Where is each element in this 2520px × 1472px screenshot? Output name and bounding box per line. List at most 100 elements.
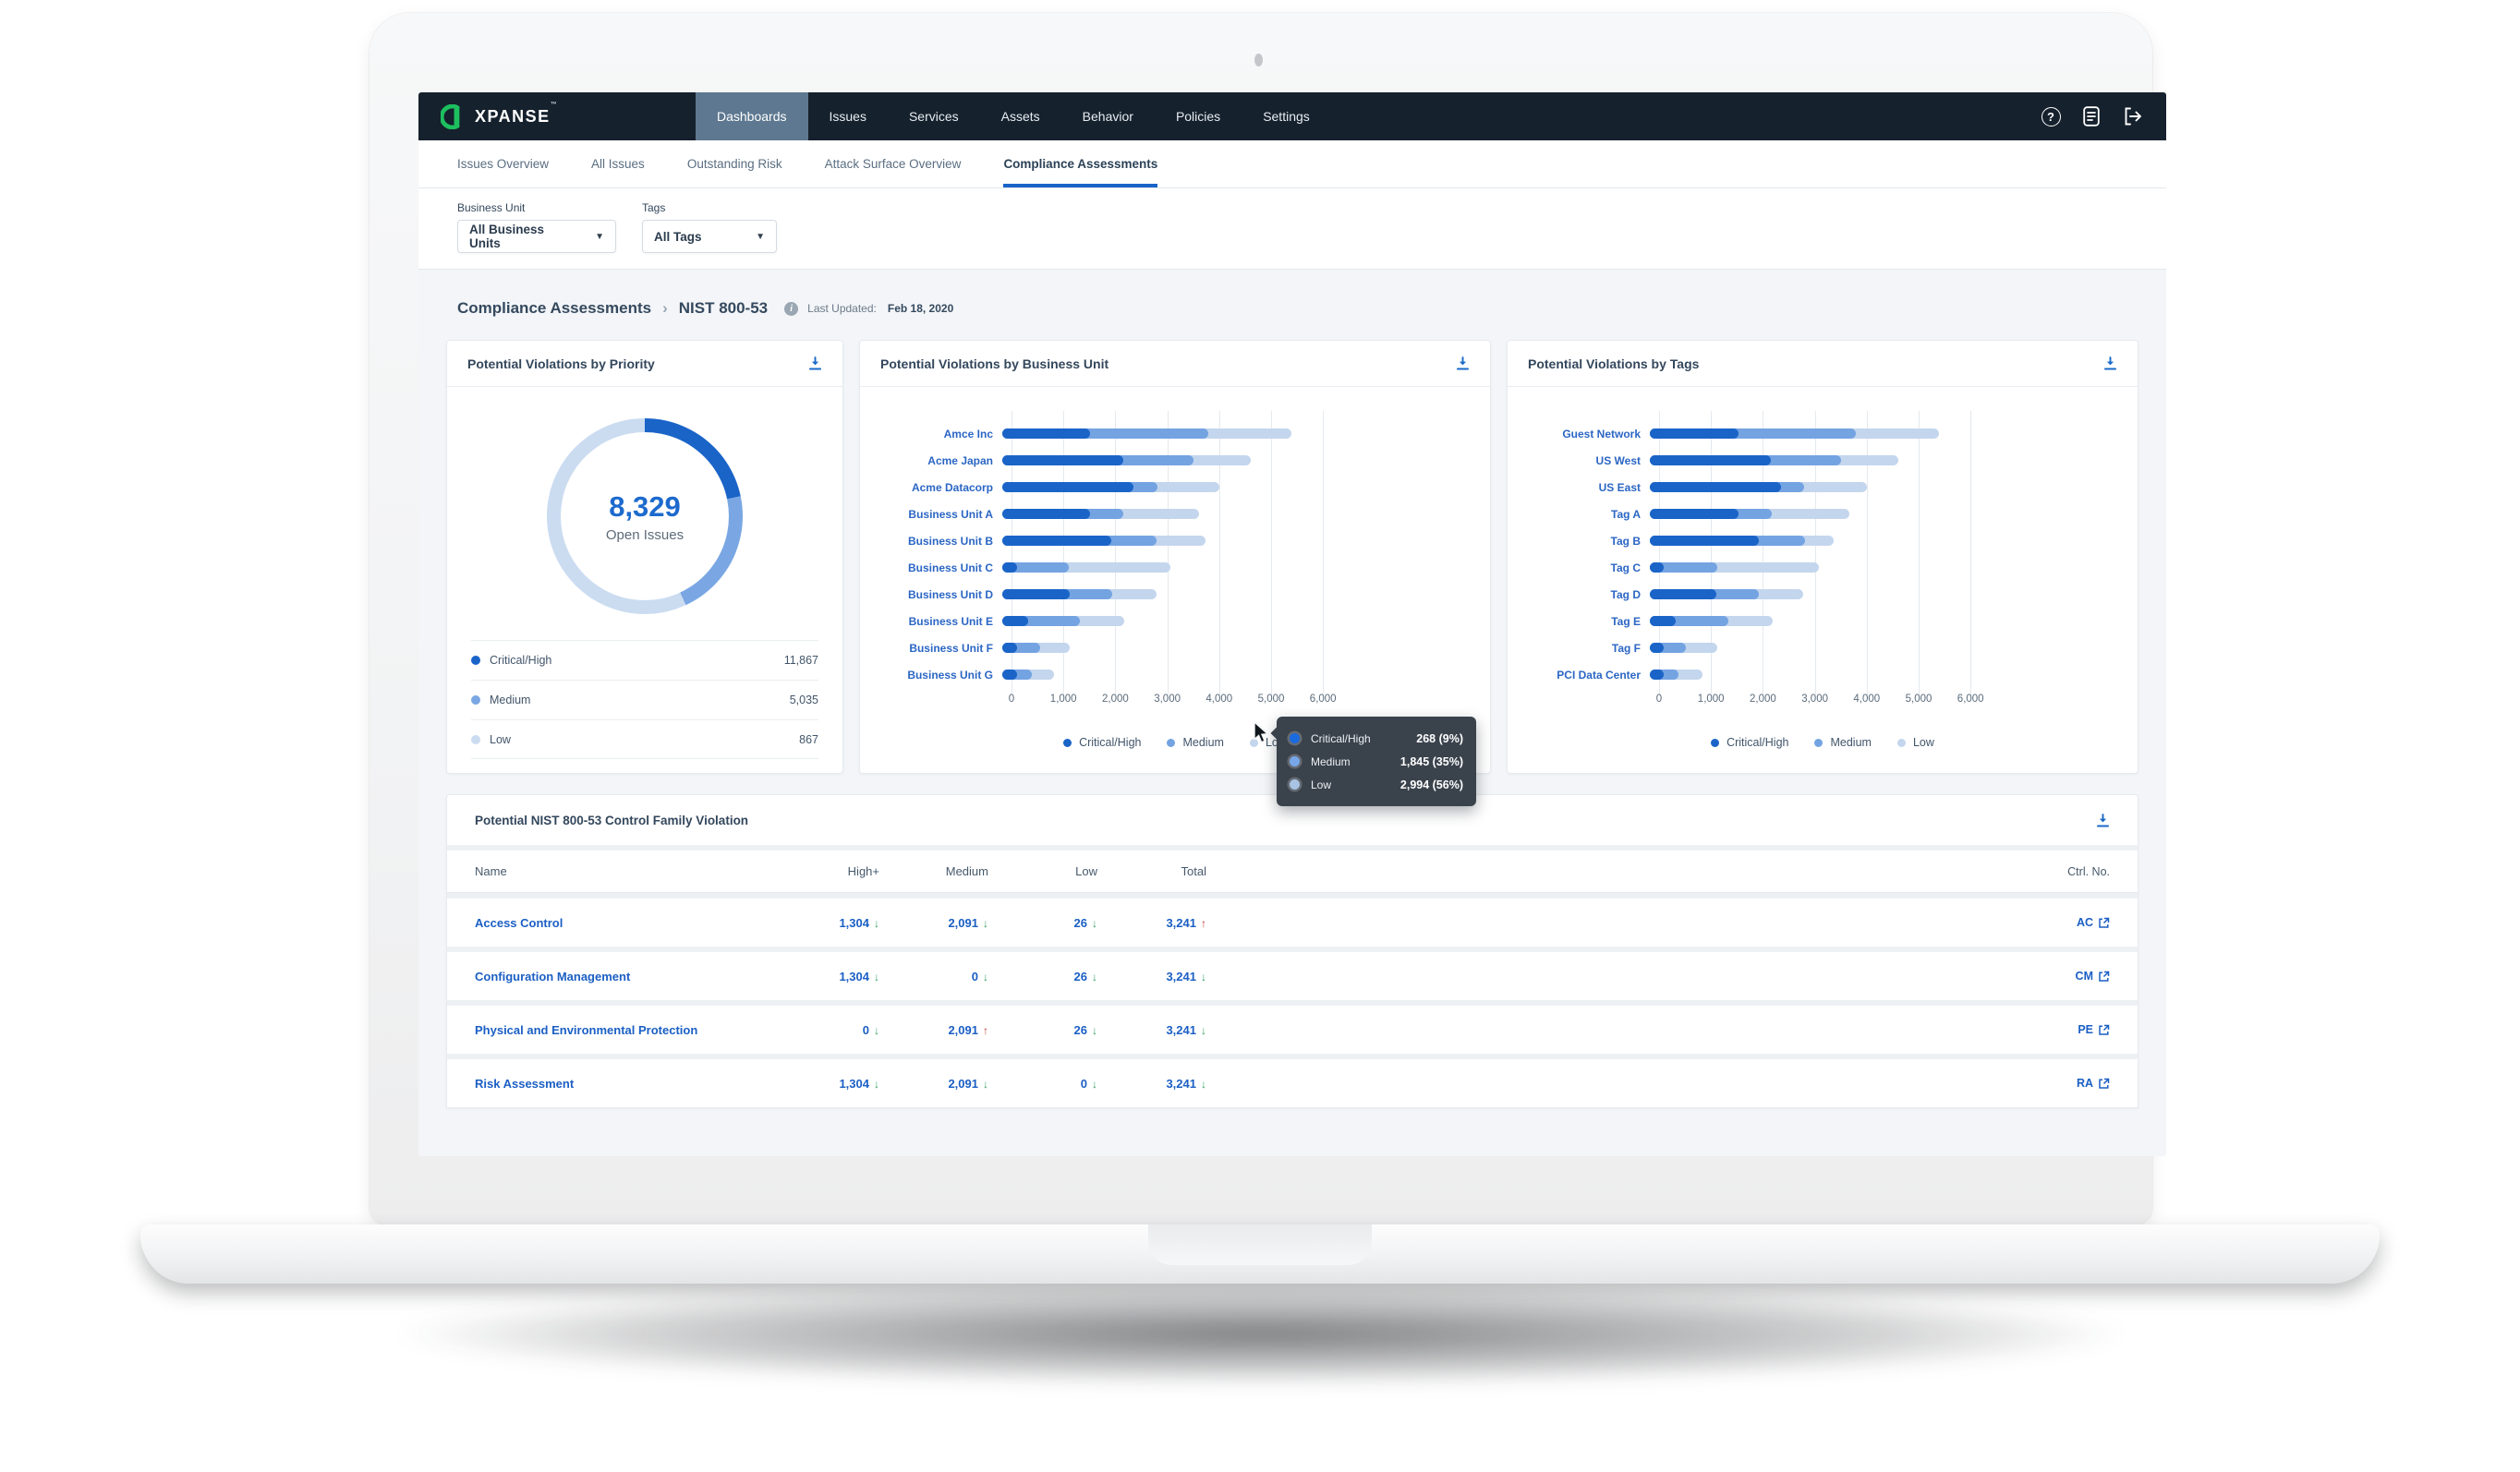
bar-category-label[interactable]: Business Unit E <box>908 614 993 628</box>
bar-row-tag-b: Tag B <box>1530 527 2115 554</box>
bar-category-label[interactable]: Tag F <box>1611 641 1641 655</box>
bar-track[interactable] <box>1002 589 1315 599</box>
bar-track[interactable] <box>1650 428 1962 439</box>
nav-item-behavior[interactable]: Behavior <box>1082 109 1133 124</box>
bar-category-label[interactable]: Tag A <box>1611 507 1641 521</box>
bar-category-label[interactable]: PCI Data Center <box>1557 668 1641 682</box>
nav-item-services[interactable]: Services <box>908 109 959 124</box>
bar-track[interactable] <box>1650 562 1962 573</box>
nav-item-issues[interactable]: Issues <box>829 109 866 124</box>
legend-item-medium: Medium <box>1814 736 1872 749</box>
bar-category-label[interactable]: Acme Datacorp <box>911 480 993 494</box>
bar-track[interactable] <box>1650 643 1962 653</box>
subnav-item-outstanding-risk[interactable]: Outstanding Risk <box>686 157 782 171</box>
top-nav: XPANSE™ Dashboards Issues Services Assets Be… <box>418 92 2166 140</box>
x-axis-tick: 2,000 <box>1750 694 1776 705</box>
bar-segment-critical <box>1650 670 1665 680</box>
nav-item-dashboards[interactable]: Dashboards <box>696 92 808 140</box>
bar-track[interactable] <box>1002 482 1315 492</box>
trend-down-icon: ↓ <box>983 916 988 930</box>
bar-track[interactable] <box>1650 482 1962 492</box>
chart-legend: Critical/High Medium Low <box>1530 736 2115 749</box>
bar-category-label[interactable]: Amce Inc <box>943 427 993 440</box>
cell-high: 1,304 ↓ <box>839 915 879 930</box>
bar-row-business-unit-e: Business Unit E <box>882 608 1468 634</box>
trend-down-icon: ↓ <box>1201 1023 1206 1037</box>
bar-category-label[interactable]: Business Unit D <box>907 587 993 601</box>
bar-segment-medium <box>1002 670 1032 680</box>
trend-down-icon: ↓ <box>1092 970 1097 983</box>
bar-track[interactable] <box>1002 643 1315 653</box>
bar-category-label[interactable]: Business Unit C <box>907 561 993 574</box>
nav-item-policies[interactable]: Policies <box>1175 109 1221 124</box>
bar-category-label[interactable]: US West <box>1595 453 1641 467</box>
bar-category-label[interactable]: US East <box>1598 480 1641 494</box>
bar-track[interactable] <box>1002 562 1315 573</box>
bar-row-tag-c: Tag C <box>1530 554 2115 581</box>
nav-item-assets[interactable]: Assets <box>1000 109 1040 124</box>
bar-category-label[interactable]: Tag E <box>1611 614 1641 628</box>
bar-track[interactable] <box>1650 589 1962 599</box>
bar-segment-medium <box>1650 562 1717 573</box>
col-ctrl-no: Ctrl. No. <box>2067 864 2110 878</box>
download-icon[interactable] <box>808 356 822 370</box>
subnav-item-compliance-assessments[interactable]: Compliance Assessments <box>1003 140 1158 187</box>
bar-category-label[interactable]: Business Unit F <box>909 641 993 655</box>
subnav-item-issues-overview[interactable]: Issues Overview <box>457 157 550 171</box>
bar-track[interactable] <box>1002 455 1315 465</box>
tooltip-label: Critical/High <box>1311 731 1371 745</box>
bar-track[interactable] <box>1650 616 1962 626</box>
cell-low: 26 ↓ <box>1073 1022 1097 1037</box>
bar-track[interactable] <box>1650 670 1962 680</box>
subnav-item-all-issues[interactable]: All Issues <box>591 157 645 171</box>
control-family-link[interactable]: Risk Assessment <box>475 1076 575 1091</box>
bar-category-label[interactable]: Business Unit A <box>908 507 993 521</box>
bar-category-label[interactable]: Guest Network <box>1562 427 1641 440</box>
tooltip-dot <box>1290 779 1300 790</box>
gridline <box>1063 411 1065 695</box>
brand-name: XPANSE™ <box>475 101 559 126</box>
control-family-link[interactable]: Physical and Environmental Protection <box>475 1022 698 1037</box>
control-family-link[interactable]: Access Control <box>475 915 563 930</box>
bar-track[interactable] <box>1002 670 1315 680</box>
download-icon[interactable] <box>1456 356 1470 370</box>
bar-track[interactable] <box>1650 455 1962 465</box>
main-menu: Dashboards Issues Services Assets Behavior Po… <box>696 92 1331 140</box>
cell-high: 0 ↓ <box>862 1022 879 1037</box>
ctrl-no-link[interactable]: AC <box>2027 916 2110 929</box>
business-unit-select[interactable]: All Business Units ▼ <box>457 220 616 253</box>
bar-segment-critical <box>1650 589 1716 599</box>
chevron-down-icon: ▼ <box>756 231 765 242</box>
release-notes-icon[interactable] <box>2081 106 2102 127</box>
download-icon[interactable] <box>2096 813 2110 827</box>
ctrl-no-link[interactable]: PE <box>2027 1023 2110 1036</box>
gridlines <box>1659 411 1972 695</box>
bar-track[interactable] <box>1002 616 1315 626</box>
bar-track[interactable] <box>1650 509 1962 519</box>
bar-track[interactable] <box>1002 428 1315 439</box>
ctrl-no-link[interactable]: CM <box>2027 970 2110 983</box>
bar-track[interactable] <box>1002 509 1315 519</box>
bar-category-label[interactable]: Business Unit G <box>907 668 993 682</box>
bar-track[interactable] <box>1650 536 1962 546</box>
bar-segment-critical <box>1650 562 1665 573</box>
help-icon[interactable]: ? <box>2041 106 2061 127</box>
bar-category-label[interactable]: Business Unit B <box>907 534 993 548</box>
legend-dot <box>1896 738 1906 747</box>
subnav-item-attack-surface-overview[interactable]: Attack Surface Overview <box>824 157 962 171</box>
tooltip-dot <box>1290 756 1300 766</box>
page-title: NIST 800-53 <box>678 299 769 317</box>
bar-category-label[interactable]: Acme Japan <box>927 453 993 467</box>
ctrl-no-link[interactable]: RA <box>2027 1077 2110 1090</box>
bar-category-label[interactable]: Tag B <box>1610 534 1641 548</box>
bar-category-label[interactable]: Tag C <box>1610 561 1641 574</box>
card-header: Potential Violations by Business Unit <box>860 341 1490 387</box>
control-family-link[interactable]: Configuration Management <box>475 969 631 983</box>
legend-value: 5,035 <box>789 694 818 706</box>
bar-track[interactable] <box>1002 536 1315 546</box>
bar-category-label[interactable]: Tag D <box>1610 587 1641 601</box>
logout-icon[interactable] <box>2122 106 2142 127</box>
download-icon[interactable] <box>2103 356 2117 370</box>
tags-select[interactable]: All Tags ▼ <box>642 220 777 253</box>
nav-item-settings[interactable]: Settings <box>1263 109 1310 124</box>
